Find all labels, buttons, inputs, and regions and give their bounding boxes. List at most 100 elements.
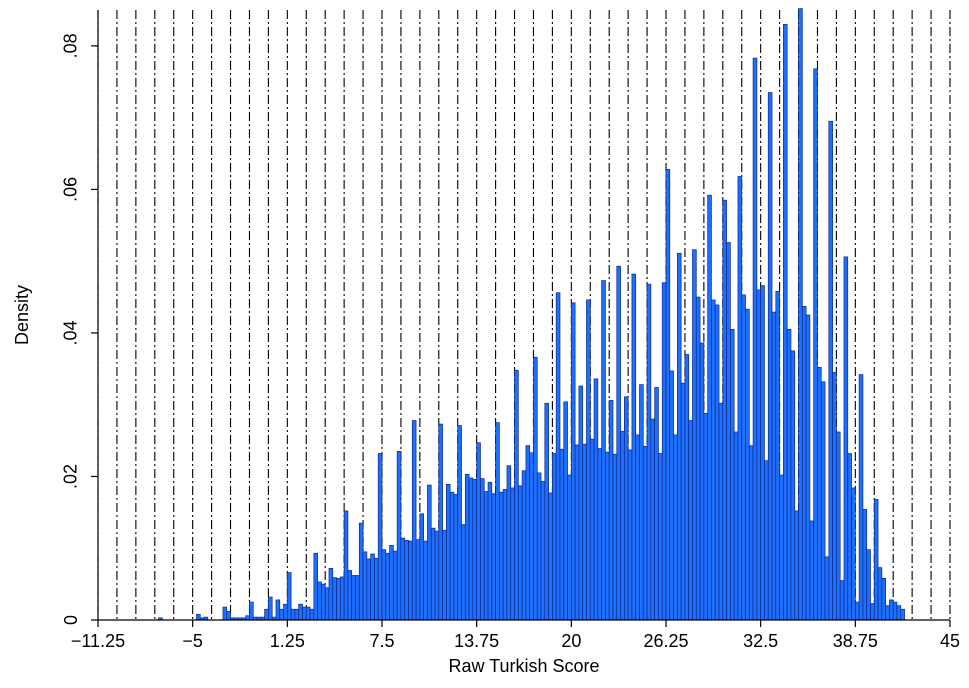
histogram-bar: [677, 252, 682, 621]
histogram-bar: [798, 8, 803, 621]
histogram-bar: [480, 478, 485, 621]
histogram-bar: [453, 494, 459, 621]
histogram-bar: [305, 606, 311, 621]
histogram-bar: [885, 605, 890, 621]
histogram-bar: [321, 583, 326, 621]
histogram-bar: [245, 615, 250, 621]
histogram-bar: [309, 608, 315, 621]
x-tick-label: 38.75: [833, 631, 878, 651]
histogram-bar: [639, 384, 644, 621]
histogram-bar: [324, 587, 330, 621]
x-tick-label: 1.25: [270, 631, 305, 651]
histogram-bar: [381, 549, 387, 621]
histogram-bar: [764, 460, 769, 621]
histogram-bar: [427, 484, 432, 621]
histogram-bar: [627, 449, 633, 621]
histogram-bar: [582, 443, 587, 621]
histogram-bar: [790, 350, 796, 621]
histogram-bar: [389, 545, 394, 621]
histogram-bar: [567, 474, 572, 621]
y-tick-label: .08: [61, 33, 81, 58]
x-tick-label: −11.25: [71, 631, 125, 651]
histogram-bar: [688, 420, 693, 621]
histogram-bar: [476, 442, 481, 621]
histogram-bar: [355, 575, 360, 621]
histogram-bar: [722, 199, 727, 621]
x-tick-label: 7.5: [369, 631, 394, 651]
histogram-bar: [555, 292, 561, 621]
y-axis-ticks: 0 .02 .04 .06 .08: [61, 33, 98, 625]
histogram-bar: [495, 422, 500, 621]
histogram-bar: [858, 374, 864, 621]
histogram-bar: [290, 608, 296, 621]
histogram-bar: [491, 493, 496, 621]
histogram-bar: [552, 453, 557, 621]
histogram-bar: [896, 605, 902, 621]
histogram-bar: [756, 289, 762, 621]
histogram-bar: [889, 599, 894, 621]
histogram-bar: [805, 314, 811, 621]
histogram-bar: [631, 273, 637, 621]
histogram-bar: [623, 396, 629, 621]
histogram-bar: [748, 445, 754, 621]
histogram-bar: [854, 601, 860, 621]
histogram-bar: [711, 299, 716, 621]
histogram-bar: [457, 425, 462, 621]
histogram-bar: [449, 491, 455, 621]
histogram-bar: [767, 92, 773, 621]
histogram-bar: [862, 509, 868, 621]
histogram-bar: [275, 599, 281, 621]
histogram-bar: [358, 522, 364, 621]
histogram-bar: [786, 329, 792, 621]
histogram-bar: [794, 510, 799, 621]
histogram-bar: [752, 57, 758, 621]
histogram-bar: [283, 603, 288, 621]
histogram-bar: [461, 524, 466, 621]
histogram-bar: [415, 539, 421, 621]
histogram-bar: [559, 448, 565, 621]
histogram-bar: [703, 412, 709, 621]
histogram-bar: [665, 168, 671, 621]
histogram-bar: [873, 499, 879, 621]
histogram-bar: [506, 465, 512, 621]
histogram-bar: [714, 304, 720, 621]
histogram-bar: [779, 474, 784, 621]
histogram-bar: [548, 492, 553, 621]
histogram-bar: [616, 265, 621, 621]
histogram-bar: [264, 608, 269, 621]
histogram-bar: [646, 283, 652, 621]
histogram-bar: [741, 294, 746, 621]
histogram-bar: [268, 596, 273, 621]
y-tick-label: 0: [61, 615, 81, 625]
histogram-bar: [438, 423, 443, 621]
histogram-bar: [536, 472, 542, 621]
histogram-bar: [317, 581, 322, 621]
histogram-bar: [464, 473, 470, 621]
histogram-bar: [525, 445, 531, 621]
histogram-bar: [745, 308, 750, 621]
histogram-bar: [832, 372, 837, 621]
histogram-bar: [400, 537, 406, 621]
histogram-bar: [760, 285, 765, 621]
histogram-bar: [601, 280, 606, 621]
x-tick-label: 32.5: [743, 631, 778, 651]
histogram-bar: [377, 453, 383, 621]
histogram-bar: [514, 369, 519, 621]
histogram-bar: [654, 387, 659, 621]
histogram-bar: [393, 550, 398, 621]
histogram-bar: [332, 577, 337, 621]
histogram-bar: [570, 302, 576, 621]
histogram-bar: [499, 491, 504, 621]
histogram-bar: [620, 430, 625, 621]
histogram-bar: [870, 603, 875, 621]
histogram-bar: [563, 401, 568, 621]
histogram-bar: [597, 448, 602, 621]
histogram-bar: [222, 606, 228, 621]
histogram-bar: [847, 453, 852, 621]
histogram-bar: [737, 176, 743, 621]
histogram-bar: [533, 356, 538, 621]
histogram-bar: [733, 431, 739, 621]
histogram-bar: [839, 580, 845, 621]
histogram-bar: [605, 451, 610, 621]
